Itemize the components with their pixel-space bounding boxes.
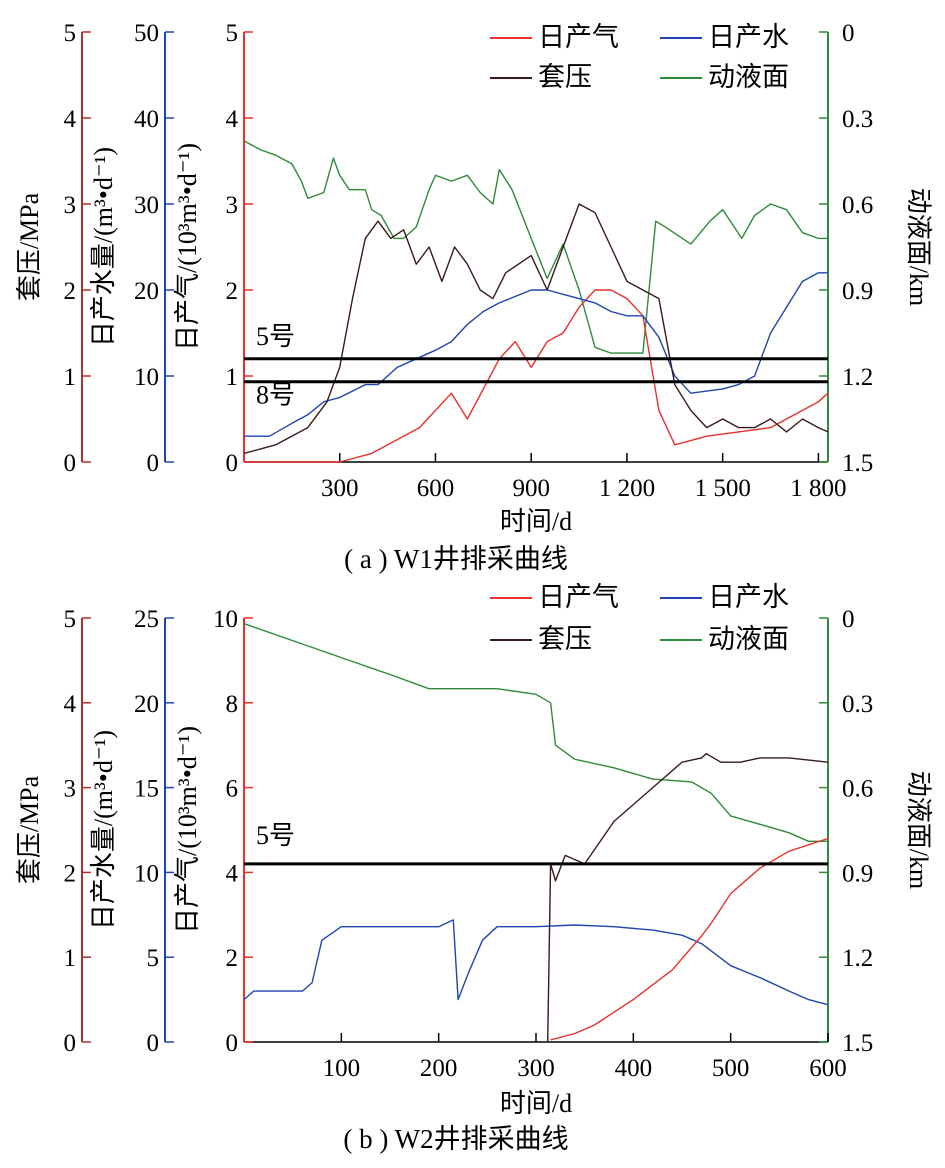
casing-tick-label: 1 [64, 945, 77, 972]
fluid-tick-label: 0.9 [842, 278, 873, 305]
water-tick-label: 0 [147, 1030, 160, 1057]
seam-marker-label: 5号 [256, 821, 295, 850]
casing-tick-label: 0 [64, 1030, 77, 1057]
gas-axis-label: 日产气/(10³m³•d⁻¹) [173, 726, 202, 934]
fluid-series-line [243, 140, 828, 354]
water-tick-label: 40 [134, 106, 159, 133]
fluid-tick-label: 1.2 [842, 364, 873, 391]
fluid-tick-label: 0.6 [842, 776, 873, 803]
x-axis-label: 时间/d [500, 1089, 572, 1118]
gas-tick-label: 6 [226, 776, 239, 803]
gas-series-line [550, 837, 829, 1041]
casing-tick-label: 0 [64, 450, 77, 477]
casing-axis-label: 套压/MPa [15, 775, 44, 884]
water-tick-label: 10 [134, 860, 159, 887]
x-tick-label: 1 500 [695, 475, 751, 502]
water-tick-label: 20 [134, 691, 159, 718]
x-tick-label: 600 [417, 475, 455, 502]
fluid-tick-label: 1.2 [842, 945, 873, 972]
water-tick-label: 25 [134, 606, 159, 633]
x-tick-label: 900 [512, 475, 550, 502]
gas-tick-label: 1 [226, 364, 239, 391]
casing-axis-label: 套压/MPa [15, 192, 44, 301]
casing-tick-label: 4 [64, 691, 77, 718]
figure-caption: ( b ) W2井排采曲线 [343, 1124, 568, 1154]
x-tick-label: 600 [809, 1055, 847, 1082]
gas-series-line [244, 289, 829, 463]
water-axis-label: 日产水量/(m³•d⁻¹) [89, 147, 118, 347]
casing-tick-label: 4 [64, 106, 77, 133]
fluid-tick-label: 0.6 [842, 192, 873, 219]
gas-axis-label: 日产气/(10³m³•d⁻¹) [173, 143, 202, 351]
water-legend-label: 日产水 [708, 22, 789, 52]
water-axis-label: 日产水量/(m³•d⁻¹) [89, 730, 118, 930]
seam-marker-label: 5号 [256, 322, 295, 351]
casing-tick-label: 5 [64, 606, 77, 633]
fluid-tick-label: 0.3 [842, 106, 873, 133]
panel-b: 0 1 2 3 4 5 套压/MPa 0 5 10 15 20 25 日产水量/(m³•d⁻¹) 0 2 4 6 8… [15, 582, 933, 1154]
water-tick-label: 0 [147, 450, 160, 477]
fluid-axis-label: 动液面/km [904, 188, 933, 306]
x-tick-label: 300 [517, 1055, 555, 1082]
casing-series-line [243, 203, 829, 455]
fluid-tick-label: 0.9 [842, 860, 873, 887]
water-tick-label: 5 [147, 945, 160, 972]
x-tick-label: 200 [420, 1055, 458, 1082]
panel-a: 012345套压/MPa01020304050日产水量/(m³•d⁻¹)0123… [15, 20, 933, 574]
fluid-tick-label: 0 [842, 606, 855, 633]
casing-tick-label: 3 [64, 776, 77, 803]
casing-series-line [547, 753, 829, 1043]
water-tick-label: 15 [134, 776, 159, 803]
x-tick-label: 400 [615, 1055, 653, 1082]
gas-tick-label: 2 [226, 945, 239, 972]
x-tick-label: 100 [323, 1055, 361, 1082]
fluid-legend-label: 动液面 [708, 624, 789, 654]
x-tick-label: 300 [321, 475, 359, 502]
gas-tick-label: 8 [226, 691, 239, 718]
figure-caption: ( a ) W1井排采曲线 [344, 544, 568, 574]
fluid-legend-label: 动液面 [708, 62, 789, 92]
fluid-tick-label: 1.5 [842, 450, 873, 477]
gas-legend-label: 日产气 [538, 22, 619, 52]
gas-tick-label: 4 [226, 860, 239, 887]
fluid-tick-label: 0 [842, 20, 855, 47]
gas-legend-label: 日产气 [538, 582, 619, 612]
gas-tick-label: 0 [226, 1030, 239, 1057]
fluid-tick-label: 0.3 [842, 691, 873, 718]
gas-tick-label: 10 [213, 606, 238, 633]
casing-legend-label: 套压 [538, 624, 592, 654]
casing-tick-label: 2 [64, 860, 77, 887]
gas-tick-label: 2 [226, 278, 239, 305]
fluid-series-line [243, 623, 828, 842]
water-tick-label: 10 [134, 364, 159, 391]
gas-tick-label: 5 [226, 20, 239, 47]
x-tick-label: 500 [712, 1055, 750, 1082]
casing-legend-label: 套压 [538, 62, 592, 92]
x-tick-label: 1 200 [599, 475, 655, 502]
water-series-line [243, 919, 829, 1006]
water-legend-label: 日产水 [708, 582, 789, 612]
gas-tick-label: 4 [226, 106, 239, 133]
fluid-axis-label: 动液面/km [904, 771, 933, 889]
casing-tick-label: 5 [64, 20, 77, 47]
water-series-line [244, 272, 828, 437]
water-tick-label: 20 [134, 278, 159, 305]
seam-marker-label: 8号 [256, 381, 295, 410]
x-tick-label: 1 800 [790, 475, 846, 502]
casing-tick-label: 2 [64, 278, 77, 305]
water-tick-label: 50 [134, 20, 159, 47]
gas-tick-label: 3 [226, 192, 239, 219]
fluid-tick-label: 1.5 [842, 1030, 873, 1057]
water-tick-label: 30 [134, 192, 159, 219]
casing-tick-label: 3 [64, 192, 77, 219]
casing-tick-label: 1 [64, 364, 77, 391]
gas-tick-label: 0 [226, 450, 239, 477]
x-axis-label: 时间/d [500, 507, 572, 536]
